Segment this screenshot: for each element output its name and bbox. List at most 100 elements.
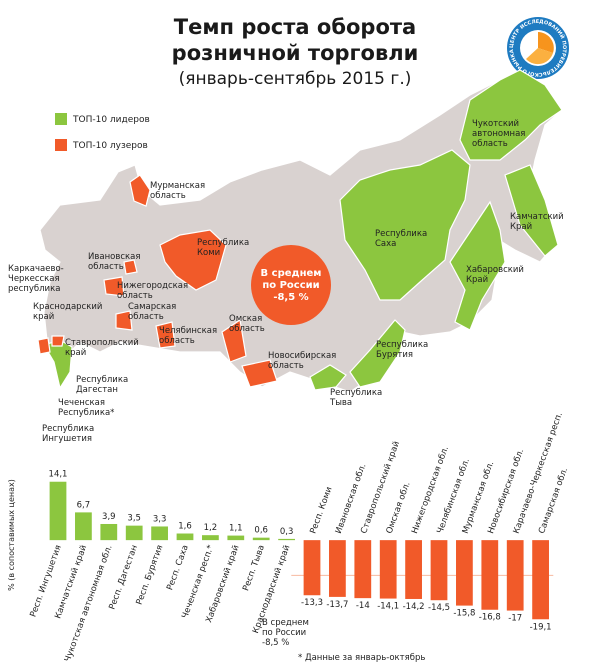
value-label: 3,9 — [102, 512, 116, 522]
x-tick-label: Респ. Тыва — [241, 544, 267, 593]
map-label: Край — [510, 222, 532, 232]
map-label: Челябинская — [159, 326, 217, 336]
map-average-label: В среднем — [261, 268, 322, 279]
value-label: 0,3 — [280, 527, 294, 537]
value-label: 0,6 — [254, 526, 268, 536]
map-label: Самарская — [128, 302, 176, 312]
value-label: 14,1 — [49, 470, 68, 480]
value-label: 3,5 — [127, 514, 141, 524]
value-label: -14,2 — [403, 602, 425, 612]
value-label: 1,1 — [229, 524, 243, 534]
region-loser — [159, 229, 227, 291]
bar — [252, 537, 270, 541]
map-label: Мурманская — [150, 181, 205, 191]
bar — [456, 540, 473, 606]
region-leader — [504, 164, 559, 257]
map-label: Коми — [197, 248, 220, 258]
value-label: -14,5 — [428, 603, 450, 613]
map — [37, 69, 563, 393]
map-label: область — [88, 262, 124, 272]
bar — [49, 481, 67, 541]
map-label: Республика — [197, 238, 249, 248]
region-leader — [349, 319, 406, 388]
map-label: область — [472, 139, 508, 149]
bar — [75, 512, 92, 541]
map-label: автономная — [472, 129, 525, 139]
map-label: область — [117, 291, 153, 301]
value-label: -19,1 — [530, 622, 552, 632]
map-label: Тыва — [329, 398, 352, 408]
bar — [100, 523, 118, 541]
map-label: Каркачаево- — [8, 264, 64, 274]
bar — [354, 540, 372, 599]
bar — [227, 535, 245, 541]
value-label: -13,7 — [326, 600, 348, 610]
legend-swatch — [55, 113, 67, 125]
value-label: -17 — [508, 614, 522, 624]
average-label: -8,5 % — [262, 638, 289, 648]
map-label: Край — [466, 275, 488, 285]
region-leader — [459, 69, 563, 161]
value-label: -14 — [356, 601, 370, 611]
x-tick-label: Респ. Бурятия — [134, 544, 165, 607]
map-label: область — [229, 324, 265, 334]
map-label: Республика — [376, 340, 428, 350]
map-label: Омская — [229, 314, 262, 324]
region-leader — [339, 149, 471, 301]
map-label: Хабаровский — [466, 265, 524, 275]
map-label: Республика — [42, 424, 94, 434]
bar — [125, 525, 143, 541]
map-label: Дагестан — [76, 385, 118, 395]
bar — [532, 540, 549, 620]
map-label: край — [65, 348, 86, 358]
region-leader — [309, 364, 347, 391]
region-loser — [37, 337, 51, 355]
map-label: Ингушетия — [42, 434, 92, 444]
bar — [405, 540, 422, 599]
map-label: область — [268, 361, 304, 371]
bar — [481, 540, 499, 610]
value-label: -15,8 — [453, 609, 475, 619]
map-label: Ивановская — [88, 252, 140, 262]
region-loser — [115, 310, 133, 331]
bar — [329, 540, 346, 597]
region-loser — [103, 276, 125, 297]
value-label: 6,7 — [77, 500, 91, 510]
map-label: Краснодарский — [33, 302, 102, 312]
bar — [202, 535, 219, 541]
map-label: Чукотский — [472, 119, 519, 129]
region-leader — [449, 200, 506, 331]
map-label: край — [33, 312, 54, 322]
legend-swatch — [55, 139, 67, 151]
bar — [151, 526, 168, 541]
map-label: Камчатский — [510, 212, 564, 222]
map-label: Нижегородская — [117, 281, 188, 291]
bar — [303, 540, 321, 596]
title: розничной торговли — [172, 41, 419, 65]
map-label: область — [159, 336, 195, 346]
value-label: 1,6 — [178, 522, 192, 532]
map-label: республика — [8, 284, 60, 294]
value-label: 1,2 — [204, 523, 218, 533]
region-loser — [221, 318, 247, 363]
bar — [506, 540, 524, 611]
bar — [176, 533, 194, 541]
map-label: Новосибирская — [268, 351, 336, 361]
average-label: В среднем — [262, 618, 309, 628]
value-label: -14,1 — [377, 602, 399, 612]
bar — [379, 540, 397, 599]
region-loser — [241, 359, 278, 388]
map-russia — [39, 69, 563, 393]
x-tick-label: Омская обл. — [385, 481, 413, 536]
x-tick-label: Респ. Коми — [308, 486, 334, 536]
map-label: Саха — [375, 239, 396, 249]
bar — [278, 538, 295, 541]
map-label: Республика — [330, 388, 382, 398]
map-average-label: по России — [262, 280, 319, 291]
map-label: Ставропольский — [65, 338, 139, 348]
region-loser — [123, 259, 138, 275]
legend: ТОП-10 лидеров ТОП-10 лузеров — [55, 113, 150, 151]
region-loser — [129, 174, 151, 207]
average-circle — [251, 245, 331, 325]
